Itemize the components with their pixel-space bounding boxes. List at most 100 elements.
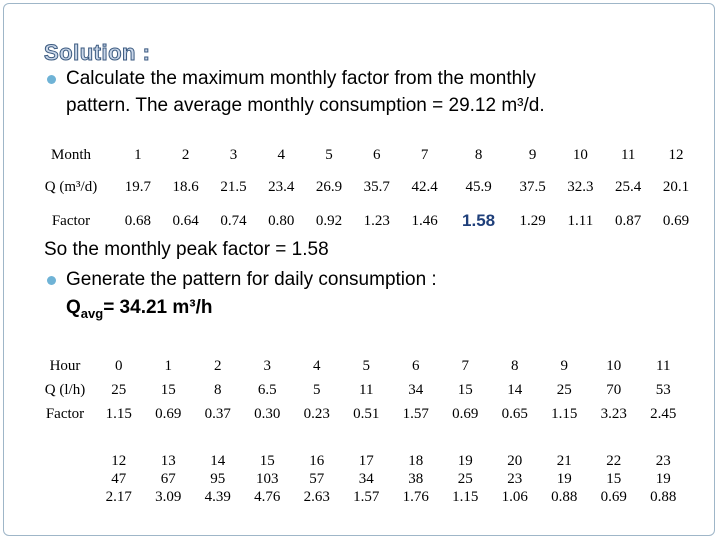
hourly-q-cell: 25 <box>457 470 473 487</box>
hourly-q-cell: 67 <box>160 470 176 487</box>
hourly-factor-cell: 1.06 <box>501 488 528 505</box>
monthly-table: Month 1 2 3 4 5 6 7 8 9 10 11 12 Q (m³/d) 19.7 18.6 2… <box>28 140 700 238</box>
q-cell: 19.7 <box>124 178 152 195</box>
hourly-factor-cell: 0.69 <box>155 405 182 422</box>
row-label: Month <box>50 146 91 163</box>
bullet1-line2: pattern. The average monthly consumption… <box>66 95 545 116</box>
hourly-q-cell: 25 <box>111 381 127 398</box>
hourly-q-cell: 15 <box>160 381 176 398</box>
hour-row: Hour 0 1 2 3 4 5 6 7 8 9 10 11 <box>36 354 688 378</box>
hour-cell: 16 <box>309 452 325 469</box>
hourly-factor-cell: 1.57 <box>402 405 429 422</box>
factor-cell: 0.74 <box>220 212 247 229</box>
hour-cell: 3 <box>263 357 272 374</box>
factor-cell: 0.80 <box>268 212 295 229</box>
hour-row: 12 13 14 15 16 17 18 19 20 21 22 23 <box>94 452 688 470</box>
factor-row: Factor 0.68 0.64 0.74 0.80 0.92 1.23 1.46 1.58 1… <box>28 204 700 238</box>
q-cell: 21.5 <box>220 178 247 195</box>
q-cell: 42.4 <box>411 178 438 195</box>
hourly-factor-cell: 4.39 <box>204 488 231 505</box>
hourly-q-cell: 47 <box>111 470 127 487</box>
hourly-factor-cell: 0.88 <box>551 488 578 505</box>
bullet-icon <box>47 276 56 285</box>
hourly-q-row: 47 67 95 103 57 34 38 25 23 19 15 19 <box>94 470 688 488</box>
hourly-factor-cell: 0.23 <box>303 405 330 422</box>
hourly-factor-cell: 1.57 <box>353 488 380 505</box>
hour-cell: 23 <box>655 452 671 469</box>
hourly-q-cell: 8 <box>214 381 222 398</box>
hour-cell: 10 <box>606 357 622 374</box>
hour-cell: 22 <box>606 452 622 469</box>
row-label: Q (l/h) <box>44 381 86 398</box>
hourly-factor-cell: 1.76 <box>402 488 429 505</box>
hourly-factor-cell: 0.69 <box>452 405 479 422</box>
hourly-q-cell: 95 <box>210 470 226 487</box>
month-cell: 10 <box>572 146 588 163</box>
q-row: Q (m³/d) 19.7 18.6 21.5 23.4 26.9 35.7 42.4 45.… <box>28 170 700 204</box>
hourly-table: Hour 0 1 2 3 4 5 6 7 8 9 10 11 Q (l/h) 25 15 8 6.5 5 11 3… <box>36 354 688 426</box>
hourly-q-cell: 6.5 <box>257 381 277 398</box>
hourly-q-cell: 23 <box>507 470 523 487</box>
hourly-factor-cell: 2.63 <box>303 488 330 505</box>
month-cell: 8 <box>474 146 483 163</box>
q-cell: 35.7 <box>363 178 390 195</box>
hour-cell: 2 <box>214 357 222 374</box>
row-label: Factor <box>45 405 85 422</box>
hourly-q-cell: 19 <box>655 470 671 487</box>
hourly-factor-cell: 0.65 <box>501 405 528 422</box>
hourly-factor-cell: 0.30 <box>254 405 281 422</box>
hourly-factor-cell: 1.15 <box>551 405 578 422</box>
hour-cell: 15 <box>259 452 275 469</box>
hourly-factor-cell: 3.09 <box>155 488 182 505</box>
hourly-q-cell: 5 <box>313 381 321 398</box>
qavg-value: = 34.21 m³/h <box>103 297 213 318</box>
hour-cell: 19 <box>457 452 473 469</box>
hour-cell: 9 <box>560 357 569 374</box>
hour-cell: 6 <box>412 357 420 374</box>
hourly-factor-cell: 2.17 <box>105 488 132 505</box>
hour-cell: 21 <box>556 452 572 469</box>
hourly-factor-cell: 2.45 <box>650 405 677 422</box>
hourly-q-cell: 53 <box>655 381 671 398</box>
hourly-q-cell: 14 <box>507 381 523 398</box>
qavg-symbol: Q <box>66 297 81 318</box>
row-label: Factor <box>51 212 91 229</box>
factor-cell: 1.58 <box>462 211 496 230</box>
hourly-q-cell: 70 <box>606 381 622 398</box>
hour-cell: 8 <box>511 357 519 374</box>
factor-cell: 0.69 <box>662 212 690 229</box>
bullet-icon <box>47 75 56 84</box>
month-cell: 2 <box>181 146 190 163</box>
factor-cell: 1.29 <box>519 212 546 229</box>
q-cell: 18.6 <box>172 178 199 195</box>
month-cell: 9 <box>528 146 537 163</box>
qavg-subscript: avg <box>80 305 104 321</box>
hourly-q-cell: 25 <box>556 381 572 398</box>
hour-cell: 7 <box>461 357 470 374</box>
hour-cell: 12 <box>111 452 127 469</box>
hourly-q-cell: 19 <box>556 470 572 487</box>
q-cell: 37.5 <box>519 178 546 195</box>
hourly-factor-cell: 4.76 <box>254 488 281 505</box>
hourly-factor-cell: 0.51 <box>353 405 380 422</box>
hourly-q-cell: 34 <box>408 381 424 398</box>
hourly-factor-cell: 1.15 <box>452 488 479 505</box>
hourly-table-continued: 12 13 14 15 16 17 18 19 20 21 22 23 47 67 95 103 57 34 38… <box>94 452 688 506</box>
q-cell: 26.9 <box>315 178 343 195</box>
hourly-q-row: Q (l/h) 25 15 8 6.5 5 11 34 15 14 25 70 53 <box>36 378 688 402</box>
month-cell: 6 <box>373 146 381 163</box>
hour-cell: 13 <box>160 452 176 469</box>
month-row: Month 1 2 3 4 5 6 7 8 9 10 11 12 <box>28 140 700 170</box>
hour-cell: 17 <box>358 452 374 469</box>
month-cell: 5 <box>325 146 333 163</box>
hourly-factor-cell: 3.23 <box>600 405 627 422</box>
hourly-factor-cell: 0.88 <box>650 488 677 505</box>
factor-cell: 0.87 <box>615 212 642 229</box>
month-cell: 3 <box>229 146 238 163</box>
factor-cell: 0.68 <box>124 212 152 229</box>
month-cell: 7 <box>420 146 429 163</box>
hourly-q-cell: 15 <box>606 470 622 487</box>
bullet1-line1: Calculate the maximum monthly factor fro… <box>66 68 536 89</box>
hourly-q-cell: 38 <box>408 470 424 487</box>
hourly-q-cell: 34 <box>358 470 374 487</box>
